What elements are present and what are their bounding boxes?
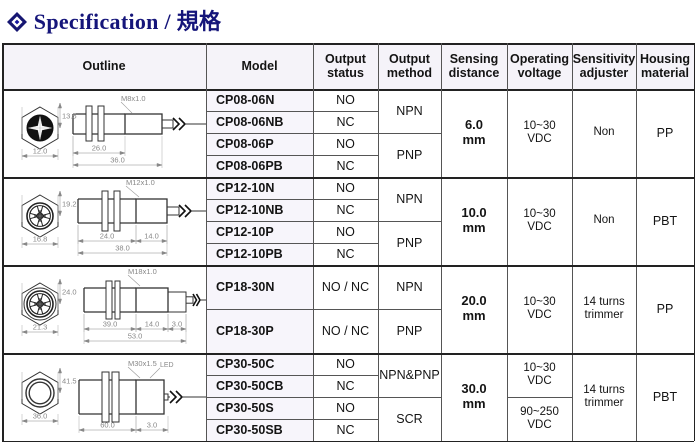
svg-text:19.2: 19.2 [62,200,77,209]
svg-text:M18x1.0: M18x1.0 [128,267,157,276]
svg-text:39.0: 39.0 [103,320,118,329]
svg-text:13.5: 13.5 [62,112,77,121]
svg-text:3.0: 3.0 [172,320,182,329]
svg-text:M8x1.0: M8x1.0 [121,94,146,103]
svg-text:14.0: 14.0 [145,320,160,329]
svg-text:21.3: 21.3 [33,323,48,332]
svg-text:14.0: 14.0 [144,232,159,241]
svg-text:60.0: 60.0 [100,421,115,430]
svg-text:24.0: 24.0 [100,232,115,241]
svg-text:36.0: 36.0 [110,156,125,165]
svg-text:M12x1.0: M12x1.0 [126,178,155,187]
svg-text:LED: LED [160,362,174,369]
svg-text:26.0: 26.0 [92,144,107,153]
svg-text:36.0: 36.0 [33,412,48,421]
svg-text:53.0: 53.0 [128,332,143,341]
svg-text:41.5: 41.5 [62,377,77,386]
svg-text:24.0: 24.0 [62,288,77,297]
svg-text:M30x1.5: M30x1.5 [128,359,157,368]
svg-text:12.0: 12.0 [33,147,48,156]
svg-text:38.0: 38.0 [115,244,130,253]
svg-text:3.0: 3.0 [147,421,157,430]
svg-text:16.8: 16.8 [33,235,48,244]
